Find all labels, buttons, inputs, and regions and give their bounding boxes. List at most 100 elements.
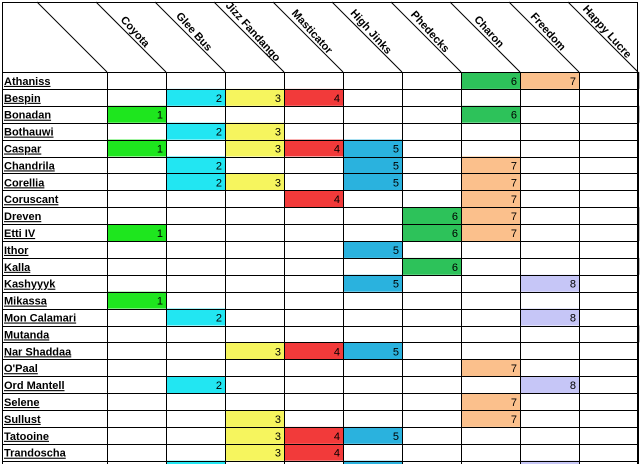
cell-fill xyxy=(284,88,343,106)
cell-trandoscha-3: 3 xyxy=(225,443,284,461)
cell-value: 4 xyxy=(334,448,340,460)
cell-fill xyxy=(107,224,166,241)
cell-corellia-3: 3 xyxy=(225,173,284,191)
cell-etti-iv-6: 6 xyxy=(402,224,461,241)
cell-fill xyxy=(166,88,225,106)
row-label-bespin[interactable]: Bespin xyxy=(4,93,41,105)
cell-fill xyxy=(520,274,579,292)
cell-athaniss-7: 6 xyxy=(461,72,520,89)
cell-value: 2 xyxy=(216,93,222,105)
cell-fill xyxy=(461,156,520,174)
cell-nar-shaddaa-3: 3 xyxy=(225,342,284,360)
cell-fill xyxy=(107,139,166,157)
header-divider xyxy=(567,1,639,73)
row-label-mikassa[interactable]: Mikassa xyxy=(4,296,48,308)
cell-caspar-3: 3 xyxy=(225,139,284,157)
row-label-bonadan[interactable]: Bonadan xyxy=(4,110,51,122)
cells: 6792341692313452572357476791679569581289… xyxy=(107,72,640,464)
cell-value: 7 xyxy=(511,363,517,375)
cell-tatooine-4: 4 xyxy=(284,426,343,444)
cell-value: 4 xyxy=(334,144,340,156)
cell-caspar-4: 4 xyxy=(284,139,343,157)
cell-value: 3 xyxy=(275,144,281,156)
cell-value: 6 xyxy=(511,110,517,122)
cell-fill xyxy=(225,426,284,444)
row-label-etti-iv[interactable]: Etti IV xyxy=(4,228,36,240)
cell-value: 3 xyxy=(275,177,281,189)
cell-corellia-2: 2 xyxy=(166,173,225,191)
row-label-chandrila[interactable]: Chandrila xyxy=(4,160,56,172)
cell-ithor-5: 5 xyxy=(343,241,402,258)
cell-value: 7 xyxy=(511,194,517,206)
row-label-selene[interactable]: Selene xyxy=(4,397,39,409)
row-label-ord-mantell[interactable]: Ord Mantell xyxy=(4,380,65,392)
cell-dreven-7: 7 xyxy=(461,207,520,225)
cell-yavin-iv-5: 5 xyxy=(343,460,402,464)
cell-value: 3 xyxy=(275,431,281,443)
cell-fill xyxy=(461,207,520,225)
cell-fill xyxy=(402,257,461,275)
cell-fill xyxy=(225,139,284,157)
cell-fill xyxy=(461,173,520,191)
cell-value: 1 xyxy=(157,144,163,156)
row-label-coruscant[interactable]: Coruscant xyxy=(4,194,59,206)
cell-value: 5 xyxy=(393,144,399,156)
row-label-kashyyyk[interactable]: Kashyyyk xyxy=(4,279,56,291)
cell-value: 6 xyxy=(511,76,517,88)
cell-value: 3 xyxy=(275,127,281,139)
cell-dreven-6: 6 xyxy=(402,207,461,225)
cell-tatooine-3: 3 xyxy=(225,426,284,444)
cell-bonadan-7: 6 xyxy=(461,105,520,123)
header-divider xyxy=(508,1,580,73)
cell-fill xyxy=(461,190,520,208)
cell-value: 6 xyxy=(452,228,458,240)
row-label-kalla[interactable]: Kalla xyxy=(4,262,31,274)
row-label-o-paal[interactable]: O'Paal xyxy=(4,363,38,375)
row-label-caspar[interactable]: Caspar xyxy=(4,144,42,156)
cell-value: 4 xyxy=(334,346,340,358)
header-divider xyxy=(331,1,403,73)
cell-fill xyxy=(343,426,402,444)
cell-fill xyxy=(166,376,225,394)
cell-fill xyxy=(520,376,579,394)
row-label-bothauwi[interactable]: Bothauwi xyxy=(4,127,54,139)
row-label-dreven[interactable]: Dreven xyxy=(4,211,42,223)
cell-fill xyxy=(225,410,284,427)
cell-fill xyxy=(461,224,520,241)
row-label-tatooine[interactable]: Tatooine xyxy=(4,431,49,443)
row-label-sullust[interactable]: Sullust xyxy=(4,414,41,426)
cell-value: 5 xyxy=(393,431,399,443)
cell-value: 2 xyxy=(216,177,222,189)
cell-bothauwi-2: 2 xyxy=(166,122,225,140)
cell-value: 1 xyxy=(157,228,163,240)
cell-ord-mantell-8: 8 xyxy=(520,376,579,394)
cell-fill xyxy=(461,393,520,410)
cell-fill xyxy=(461,359,520,377)
cell-fill xyxy=(343,241,402,258)
cell-caspar-5: 5 xyxy=(343,139,402,157)
cell-value: 3 xyxy=(275,346,281,358)
row-label-corellia[interactable]: Corellia xyxy=(4,177,45,189)
cell-value: 1 xyxy=(157,296,163,308)
cell-value: 2 xyxy=(216,160,222,172)
row-label-mon-calamari[interactable]: Mon Calamari xyxy=(4,313,76,325)
cell-trandoscha-4: 4 xyxy=(284,443,343,461)
row-label-nar-shaddaa[interactable]: Nar Shaddaa xyxy=(4,346,72,358)
cell-bespin-2: 2 xyxy=(166,88,225,106)
cell-fill xyxy=(166,122,225,140)
cell-fill xyxy=(225,443,284,461)
header-divider xyxy=(213,1,285,73)
cell-chandrila-5: 5 xyxy=(343,156,402,174)
cell-kashyyyk-8: 8 xyxy=(520,274,579,292)
cell-fill xyxy=(343,274,402,292)
cell-fill xyxy=(520,308,579,326)
cell-fill xyxy=(284,443,343,461)
row-label-mutanda[interactable]: Mutanda xyxy=(4,329,50,341)
cell-fill xyxy=(284,426,343,444)
cell-value: 4 xyxy=(334,431,340,443)
row-label-ithor[interactable]: Ithor xyxy=(4,245,29,257)
row-label-athaniss[interactable]: Athaniss xyxy=(4,76,50,88)
cell-value: 7 xyxy=(511,177,517,189)
cell-value: 7 xyxy=(511,160,517,172)
row-label-trandoscha[interactable]: Trandoscha xyxy=(4,448,67,460)
